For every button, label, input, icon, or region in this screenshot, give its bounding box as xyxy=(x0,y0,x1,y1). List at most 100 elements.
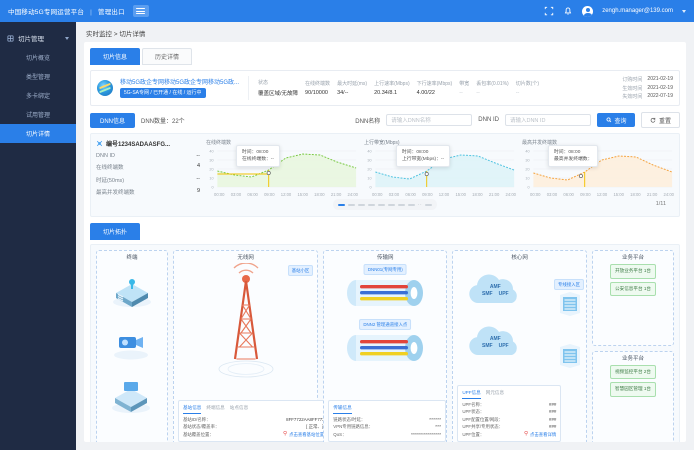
sidebar-group-slice-management[interactable]: 切片管理 xyxy=(0,28,76,48)
field-label: 带宽 xyxy=(459,81,470,87)
camera-device-icon xyxy=(114,337,148,360)
topology-column-core: 核心网 AMF SMF UPF xyxy=(452,250,587,442)
search-button[interactable]: 查询 xyxy=(596,113,636,127)
dnn-filter-bar: DNN信息 DNN数量：22个 DNN名称 请输入DNN名称 DNN ID 请输… xyxy=(90,112,680,128)
cloud-icon xyxy=(469,274,518,303)
sidebar-item-type-management[interactable]: 类型管理 xyxy=(25,75,50,81)
tab-history-detail[interactable]: 历史详情 xyxy=(142,48,193,65)
carousel-dash[interactable] xyxy=(357,203,365,206)
chart-x-axis: 00:00 03:00 06:00 09:00 12:00 15:00 18:0… xyxy=(372,192,516,197)
base-station-location-link[interactable]: ⚲ 点击查看基站位置详情 xyxy=(283,431,333,438)
svg-text:10: 10 xyxy=(525,175,530,180)
carousel-pagination: ·· xyxy=(332,199,438,210)
carousel-dash[interactable] xyxy=(347,203,355,206)
carousel-dashes: ·· xyxy=(332,199,438,210)
username-label[interactable]: zengh.manager@139.com xyxy=(602,8,673,14)
detail-tab-upf[interactable]: UPF信息 xyxy=(462,389,481,399)
carousel-dash[interactable] xyxy=(387,203,395,206)
platform-box-video-surveillance[interactable]: 视频监控平台 2台 xyxy=(610,364,656,380)
svg-text:0: 0 xyxy=(211,184,214,189)
sidebar-item-slice-overview[interactable]: 切片概览 xyxy=(25,56,50,62)
svg-text:30: 30 xyxy=(525,157,530,162)
slice-timestamps: 订购时间 2021-02-19 生效时间 2021-02-19 失效时间 202… xyxy=(622,76,673,100)
bell-icon[interactable] xyxy=(563,6,573,16)
chart-online-terminals: 在线终端数 40 30 20 10 0 xyxy=(206,139,358,197)
carousel-dash[interactable] xyxy=(337,203,345,206)
field-value: -- xyxy=(476,90,480,96)
hamburger-icon[interactable] xyxy=(132,5,149,17)
svg-text:20: 20 xyxy=(367,166,372,171)
topology-panel: 终端 xyxy=(90,244,680,442)
carousel-dash[interactable] xyxy=(425,203,433,206)
column-title: 传输网 xyxy=(377,255,394,261)
slice-field-slice-count: 切片数(个) -- xyxy=(516,80,539,96)
svg-text:30: 30 xyxy=(367,157,372,162)
reset-button[interactable]: 重置 xyxy=(641,112,680,128)
avatar[interactable] xyxy=(582,5,594,17)
row-key: 基站状态/覆盖率： xyxy=(183,424,220,430)
slice-field-packet-loss: 丢包率(0.01%) -- xyxy=(476,80,509,96)
dnn-field-id: DNN ID -- xyxy=(96,153,200,159)
top-bar-actions: zengh.manager@139.com xyxy=(544,5,686,17)
field-label: DNN ID xyxy=(96,152,115,159)
row-key: UPF状态： xyxy=(462,409,485,415)
tab-slice-topology[interactable]: 切片拓扑 xyxy=(90,223,141,240)
workstation-device-icon xyxy=(112,382,150,413)
detail-tab-base-station[interactable]: 基站信息 xyxy=(183,404,202,414)
field-label: 最高并发终端数 xyxy=(96,190,135,196)
sidebar-item-slice-detail[interactable]: 切片详情 xyxy=(0,124,76,143)
platform-box-smart-park[interactable]: 智慧园区管理 1台 xyxy=(610,382,656,397)
detail-tab-terminal[interactable]: 终端信息 xyxy=(206,404,225,410)
field-value: -- xyxy=(515,90,520,96)
cloud-icon xyxy=(469,326,518,355)
row-key: 链路状态/时延： xyxy=(333,416,366,422)
sidebar-item-multi-card-binding[interactable]: 多卡绑定 xyxy=(25,94,50,100)
detail-tab-site[interactable]: 站点信息 xyxy=(229,404,249,410)
tab-bar: 切片信息 历史详情 xyxy=(90,48,680,65)
slice-info-card: 移动5G政企专网移动5G政企专网移动5G政... 5G-SA专网 / 已开通 /… xyxy=(90,70,680,106)
chevron-down-icon[interactable] xyxy=(682,9,686,13)
detail-tab-network-element[interactable]: 网元信息 xyxy=(485,389,505,395)
carousel-dash[interactable] xyxy=(397,203,405,206)
carousel-dash[interactable] xyxy=(407,203,415,206)
dnn-field-latency: 时延(50ms) -- xyxy=(96,176,200,184)
topology-platform-top: 业务平台 开放业务平台 1台 公安信息平台 1台 xyxy=(592,250,674,346)
tab-slice-info[interactable]: 切片信息 xyxy=(90,48,141,65)
core-location-link[interactable]: ⚲ 点击查看详情 xyxy=(524,431,556,438)
detail-tab-transport[interactable]: 传输信息 xyxy=(333,404,352,414)
fullscreen-icon[interactable] xyxy=(544,6,554,16)
carousel-dash[interactable] xyxy=(367,203,375,206)
core-node-upf: UPF xyxy=(498,290,509,297)
chart-title: 上行带宽(Mbps) xyxy=(364,140,400,146)
location-pin-icon: ⚲ xyxy=(283,430,288,437)
network-node-icon xyxy=(96,140,103,147)
sidebar-item-trial-management[interactable]: 试用管理 xyxy=(25,113,50,119)
dnn-id-input[interactable]: 请输入DNN ID xyxy=(504,114,591,126)
dnn-detail-block: 编号1234SADAASFG... DNN ID -- 在线终端数 4 xyxy=(96,139,200,197)
dnn-name-input[interactable]: 请输入DNN名称 xyxy=(386,114,473,126)
row-key: UPF名称： xyxy=(462,401,485,407)
chevron-down-icon[interactable] xyxy=(65,36,69,40)
chart-plot: 40 30 20 10 0 xyxy=(209,148,357,190)
field-value: 90/10000 xyxy=(305,90,328,96)
timestamp-row: 订购时间 2021-02-19 xyxy=(622,76,673,83)
database-icon-top xyxy=(560,292,580,316)
platform-box-public-security[interactable]: 公安信息平台 1台 xyxy=(610,281,656,297)
field-label: 最大时延(ms) xyxy=(337,81,368,87)
platform-box-open-service[interactable]: 开放业务平台 1台 xyxy=(610,264,656,279)
dnn-info-button[interactable]: DNN信息 xyxy=(90,112,135,128)
row-value: ### xyxy=(549,409,557,415)
field-label: 上行速率(Mbps) xyxy=(374,81,410,87)
main-area: 实时监控 > 切片详情 切片信息 历史详情 移动5G政企专网移动5G政企专网移动… xyxy=(76,22,694,450)
chart-tooltip: 时间：08:00 上行带宽(Mbps)：-- xyxy=(396,145,451,168)
dnn-name-label: 编号1234SADAASFG... xyxy=(106,142,171,148)
carousel-dash[interactable] xyxy=(377,203,385,206)
topology-column-transport: 传输网 DNN01(专网专用) DNN2 管理 xyxy=(323,250,448,442)
detail-row: UPF位置： ⚲ 点击查看详情 xyxy=(462,431,556,438)
server-device-icon xyxy=(113,279,151,307)
database-icon-bottom xyxy=(560,344,580,368)
svg-text:0: 0 xyxy=(527,184,530,189)
timestamp-label: 生效时间 xyxy=(622,85,643,92)
svg-text:40: 40 xyxy=(209,148,214,153)
